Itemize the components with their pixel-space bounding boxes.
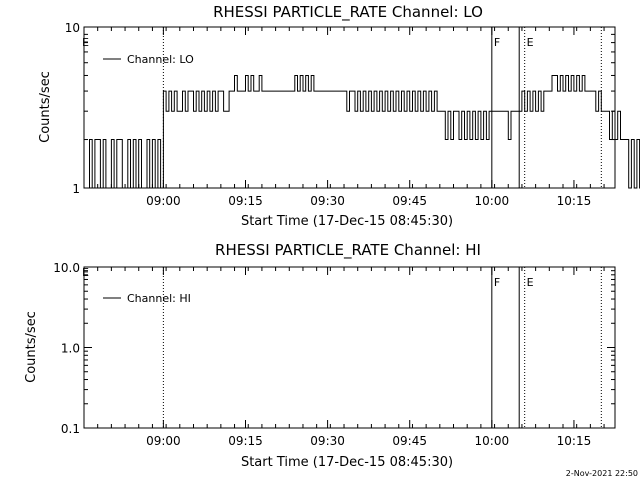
chart-title-hi: RHESSI PARTICLE_RATE Channel: HI [215, 241, 481, 260]
y-tick-label: 10.0 [53, 261, 80, 275]
x-axis-lo: 09:00 09:15 09:30 09:45 10:00 10:15 [97, 27, 605, 208]
y-axis-lo: 1 10 [65, 21, 615, 196]
y-tick-label: 10 [65, 21, 80, 35]
x-tick-label: 10:15 [557, 434, 592, 448]
event-label: E [527, 36, 534, 49]
legend-label-hi: Channel: HI [127, 292, 191, 305]
x-axis-label-lo: Start Time (17-Dec-15 08:45:30) [241, 214, 453, 229]
x-tick-label: 09:30 [310, 434, 345, 448]
y-tick-label: 1.0 [61, 342, 80, 356]
timestamp: 2-Nov-2021 22:50 [566, 469, 638, 478]
event-label: E [527, 276, 534, 289]
series-group-lo [86, 75, 640, 189]
x-tick-label: 09:30 [310, 194, 345, 208]
series-line [86, 75, 640, 189]
x-tick-label: 10:00 [475, 194, 510, 208]
plot-frame-lo [83, 26, 616, 189]
y-tick-label: 0.1 [61, 422, 80, 436]
corner-label-hi: E [82, 266, 89, 279]
y-axis-label-lo: Counts/sec [38, 71, 53, 143]
x-axis-hi: 09:00 09:15 09:30 09:45 10:00 10:15 [97, 267, 605, 448]
x-tick-label: 09:45 [392, 194, 427, 208]
corner-label-lo: E [82, 36, 89, 49]
x-tick-label: 09:00 [146, 434, 181, 448]
event-label: F [494, 276, 500, 289]
y-axis-label-hi: Counts/sec [24, 311, 39, 383]
panel-hi: RHESSI PARTICLE_RATE Channel: HI 09:00 09… [24, 241, 616, 470]
chart-title-lo: RHESSI PARTICLE_RATE Channel: LO [213, 3, 483, 22]
x-tick-label: 09:15 [228, 194, 263, 208]
y-tick-label: 1 [72, 182, 80, 196]
y-axis-hi: 0.1 1.0 10.0 [53, 261, 615, 436]
panel-lo: RHESSI PARTICLE_RATE Channel: LO 09:00 09… [38, 3, 640, 229]
x-tick-label: 09:15 [228, 434, 263, 448]
x-axis-label-hi: Start Time (17-Dec-15 08:45:30) [241, 455, 453, 470]
legend-label-lo: Channel: LO [127, 53, 194, 66]
event-label: F [494, 36, 500, 49]
x-tick-label: 10:00 [475, 434, 510, 448]
x-tick-label: 09:00 [146, 194, 181, 208]
x-tick-label: 10:15 [557, 194, 592, 208]
x-tick-label: 09:45 [392, 434, 427, 448]
